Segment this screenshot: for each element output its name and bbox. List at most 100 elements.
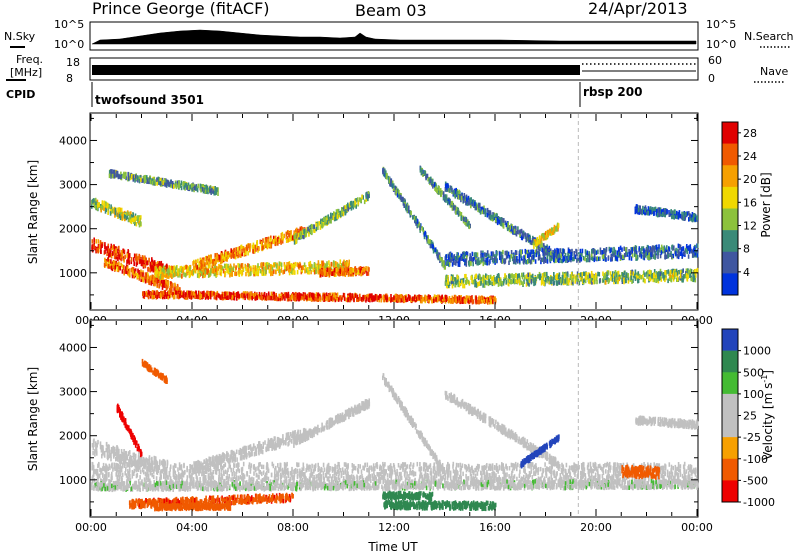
power-cell (142, 178, 144, 183)
power-cell (679, 251, 681, 256)
power-cell (123, 265, 125, 270)
power-cell (266, 264, 269, 270)
power-cell (199, 295, 201, 300)
power-cell (128, 268, 131, 273)
power-cell (403, 203, 405, 208)
power-cell (104, 244, 106, 250)
power-cell (634, 276, 637, 281)
power-cell (136, 273, 138, 278)
power-cell (452, 190, 455, 195)
power-cell (680, 249, 683, 255)
power-cell (460, 195, 463, 201)
power-cell (118, 249, 121, 255)
power-cell (250, 267, 252, 272)
power-cell (539, 246, 541, 252)
power-cell (268, 236, 270, 242)
power-cell (111, 251, 114, 256)
power-cell (515, 250, 518, 255)
power-cell (549, 279, 552, 285)
power-cell (546, 271, 548, 277)
power-cell (471, 278, 473, 283)
power-cell (325, 264, 328, 270)
power-cell (430, 240, 433, 245)
power-cell (457, 277, 460, 282)
power-cell (681, 269, 683, 274)
power-cell (121, 264, 124, 269)
power-cell (133, 269, 135, 274)
power-cell (533, 277, 535, 282)
power-cell (115, 255, 118, 260)
power-cell (648, 273, 650, 278)
power-cell (272, 239, 275, 244)
power-cell (184, 186, 186, 191)
power-cell (222, 268, 225, 274)
power-cell (559, 255, 561, 260)
power-cell (531, 273, 534, 279)
power-cell (227, 268, 229, 273)
power-cell (200, 271, 203, 276)
power-cell (546, 254, 549, 259)
power-cell (234, 253, 237, 258)
power-cell (619, 245, 622, 251)
power-cell (149, 261, 152, 267)
power-cell (368, 295, 371, 300)
power-cell (515, 230, 517, 236)
power-cell (451, 280, 453, 285)
power-cell (467, 222, 469, 227)
power-cell (105, 207, 107, 212)
power-cell (294, 261, 297, 267)
power-cell (670, 269, 673, 274)
power-cell (438, 190, 440, 195)
power-cell (677, 270, 680, 275)
power-cell (584, 249, 587, 254)
power-cell (261, 271, 264, 276)
power-cell (197, 266, 200, 272)
power-cell (111, 208, 114, 214)
power-cell (457, 195, 460, 200)
power-cell (210, 268, 212, 273)
power-cell (256, 295, 258, 300)
power-cell (385, 170, 387, 175)
power-cell (293, 240, 296, 245)
power-cell (610, 276, 612, 281)
power-cell (589, 273, 591, 279)
power-cell (544, 271, 546, 277)
freq-tick-top: 18 (66, 56, 80, 69)
power-cell (579, 275, 582, 281)
power-cell (223, 292, 225, 298)
power-cell (293, 230, 296, 235)
power-cell (258, 291, 261, 297)
power-cell (478, 206, 480, 211)
power-cell (302, 292, 305, 297)
power-cell (474, 255, 476, 260)
power-cell (491, 281, 494, 287)
power-cell (447, 278, 449, 284)
power-cell (460, 254, 463, 259)
power-cell (171, 181, 174, 186)
power-cell (138, 220, 140, 226)
power-cell (524, 254, 527, 259)
power-cell (520, 256, 523, 261)
power-cell (365, 197, 368, 202)
power-cell (219, 259, 222, 265)
power-cell (179, 273, 181, 278)
power-cell (589, 276, 592, 281)
power-cell (167, 274, 170, 279)
power-cell (319, 296, 321, 301)
power-cell (233, 296, 236, 301)
power-cell (222, 266, 224, 271)
power-cell (111, 245, 114, 250)
nave-tick-top: 60 (708, 54, 722, 67)
power-cell (513, 228, 516, 234)
power-cell (105, 246, 107, 251)
power-cell (320, 221, 323, 226)
power-cell (126, 211, 128, 217)
power-cell (162, 180, 164, 185)
power-cell (279, 296, 282, 301)
power-cell (166, 274, 168, 279)
power-cell (228, 253, 231, 258)
power-cell (241, 293, 244, 299)
power-cell (446, 259, 448, 264)
power-cell (135, 221, 138, 227)
power-cell (385, 173, 388, 179)
